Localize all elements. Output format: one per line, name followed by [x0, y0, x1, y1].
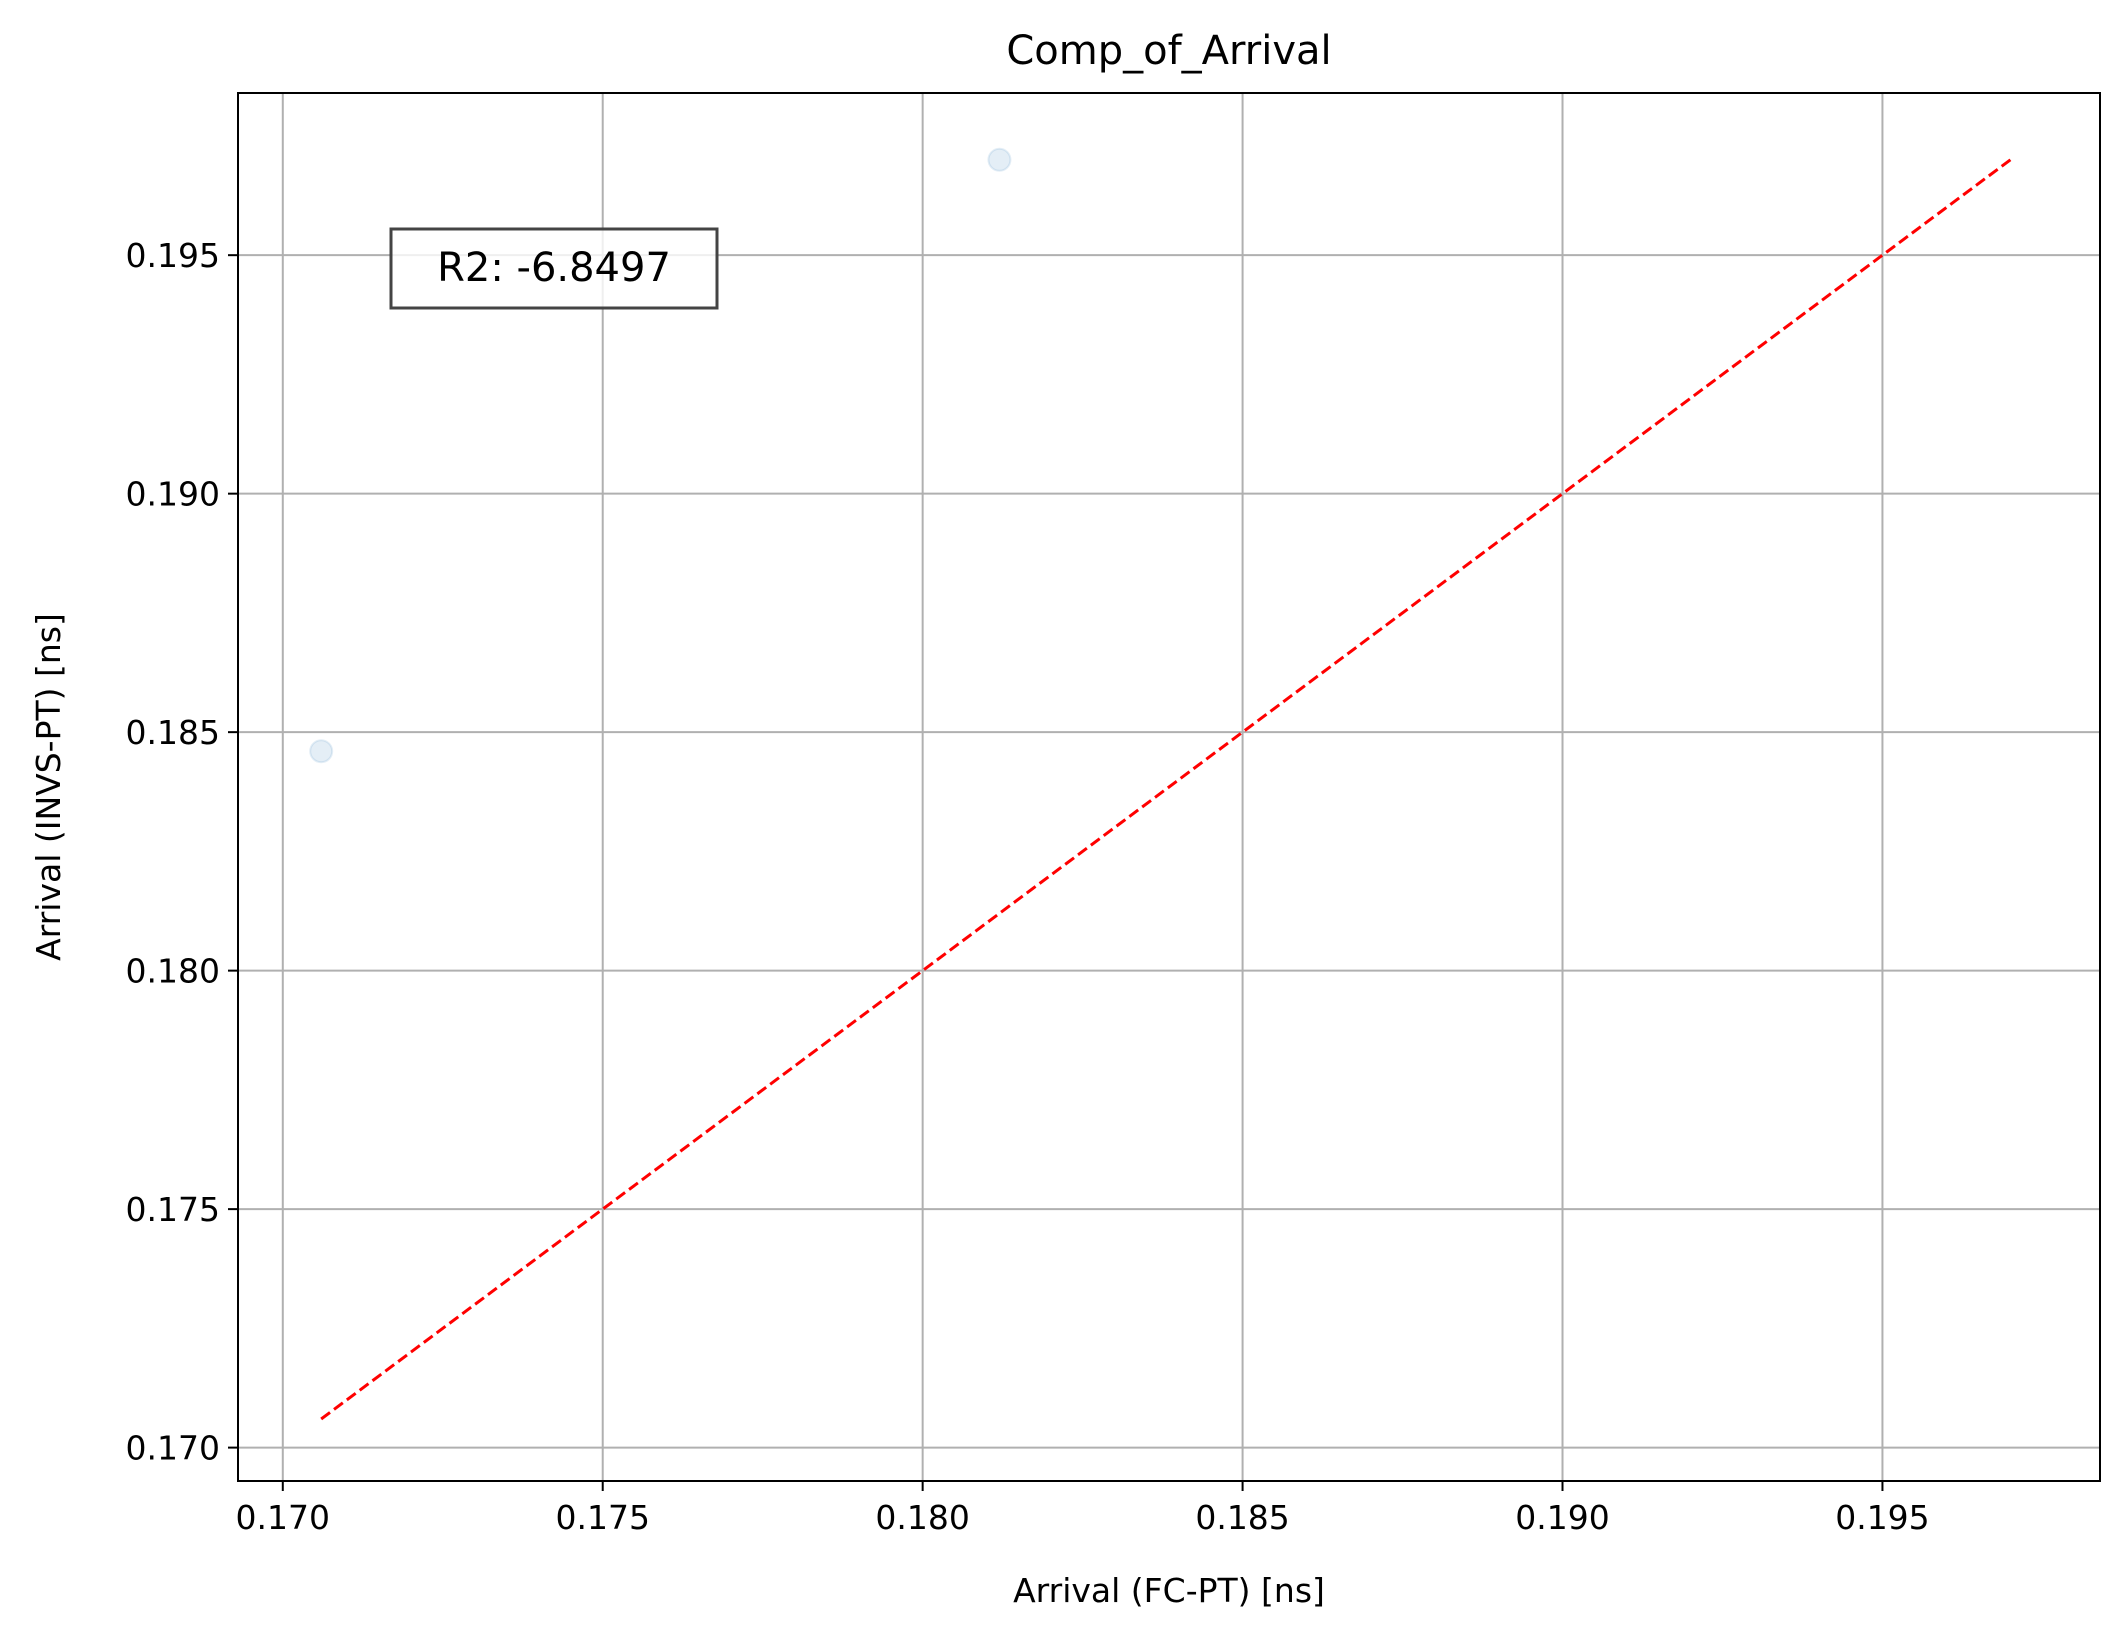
- annotation-box: [389, 227, 719, 310]
- grid: [238, 93, 2100, 1481]
- x-tick-label: 0.175: [555, 1498, 649, 1537]
- y-axis-label: Arrival (INVS-PT) [ns]: [29, 613, 68, 961]
- y-tick-label: 0.195: [126, 236, 220, 275]
- r2-annotation: R2: -6.8497: [389, 227, 719, 310]
- y-tick-label: 0.185: [126, 713, 220, 752]
- x-tick-label: 0.190: [1515, 1498, 1609, 1537]
- x-tick-label: 0.170: [236, 1498, 330, 1537]
- y-tick-label: 0.175: [126, 1190, 220, 1229]
- scatter-points: [309, 147, 1012, 764]
- x-tick-label: 0.195: [1835, 1498, 1929, 1537]
- x-tick-label: 0.180: [875, 1498, 969, 1537]
- chart-title: Comp_of_Arrival: [1006, 28, 1331, 74]
- annotation-text: R2: -6.8497: [437, 245, 671, 291]
- scatter-point: [309, 739, 334, 764]
- x-axis-ticks: 0.170 0.175 0.180 0.185 0.190 0.195: [236, 1481, 1930, 1537]
- y-axis-ticks: 0.170 0.175 0.180 0.185 0.190 0.195: [126, 236, 238, 1468]
- plot-area: R2: -6.8497: [237, 92, 2101, 1482]
- x-tick-label: 0.185: [1195, 1498, 1289, 1537]
- y-tick-label: 0.170: [126, 1429, 220, 1468]
- plot-frame: [237, 92, 2101, 1482]
- y-tick-label: 0.180: [126, 952, 220, 991]
- scatter-point: [987, 147, 1012, 172]
- y-tick-label: 0.190: [126, 475, 220, 514]
- x-axis-label: Arrival (FC-PT) [ns]: [1013, 1571, 1325, 1610]
